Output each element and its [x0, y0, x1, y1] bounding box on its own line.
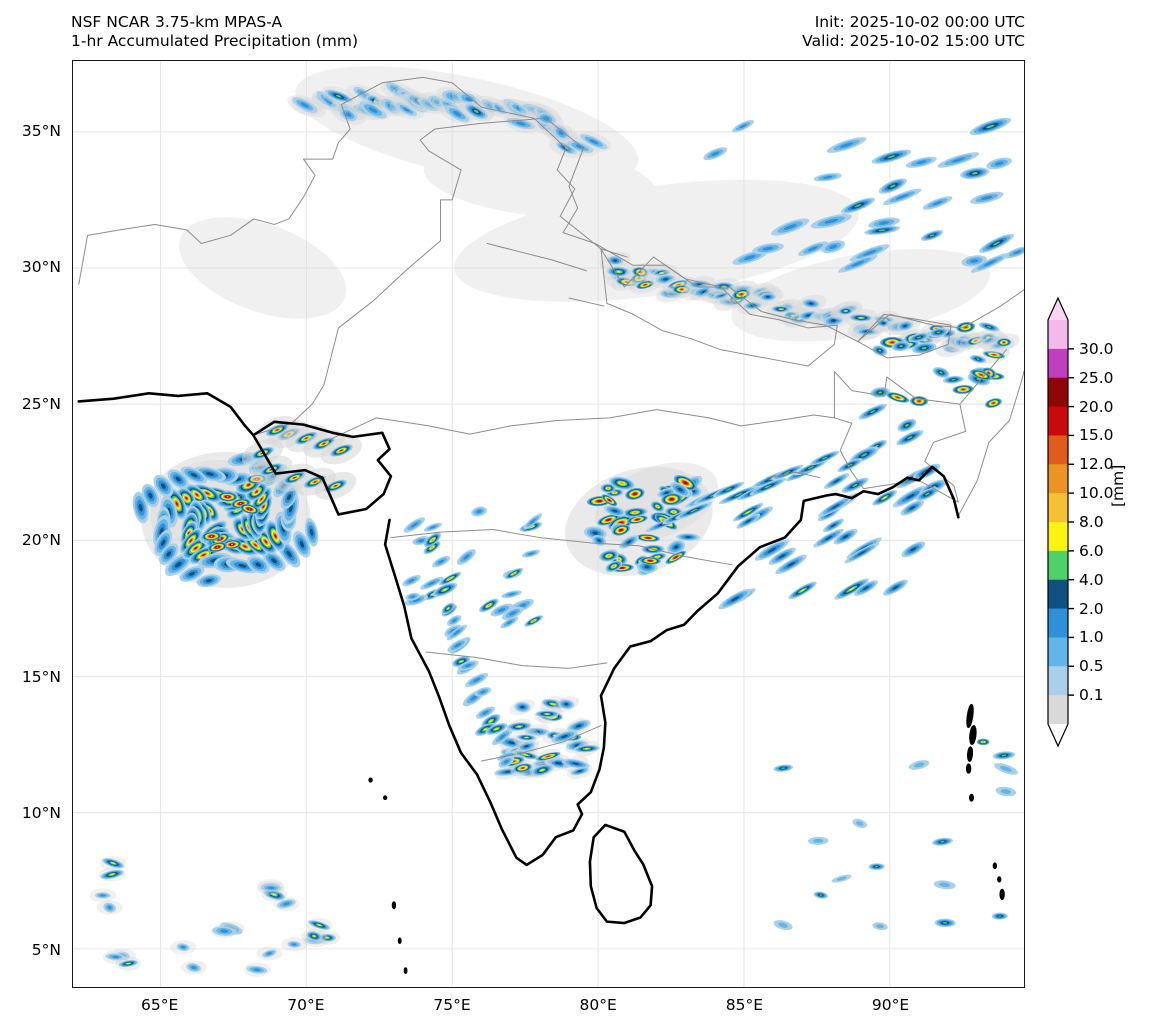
latitude-tick-label: 20°N	[21, 531, 61, 550]
colorbar-tick-label: 1.0	[1079, 628, 1104, 647]
latitude-tick-label: 15°N	[21, 667, 61, 686]
longitude-tick-label: 85°E	[725, 996, 763, 1014]
longitude-tick-label: 80°E	[579, 996, 617, 1014]
longitude-tick-label: 75°E	[433, 996, 471, 1014]
colorbar-tick-label: 8.0	[1079, 513, 1104, 531]
latitude-tick-label: 5°N	[31, 940, 61, 959]
longitude-tick-label: 65°E	[141, 996, 179, 1014]
colorbar: [mm] 30.0 25.0 20.0 15.0 12.0 10.0 8.0 6.0 4.0 2.…	[1043, 292, 1160, 762]
latitude-tick-label: 25°N	[21, 394, 61, 413]
map-canvas	[73, 61, 1024, 987]
latitude-tick-label: 30°N	[21, 258, 61, 277]
colorbar-tick-label: 12.0	[1079, 455, 1114, 474]
colorbar-tick-label: 2.0	[1079, 599, 1104, 618]
longitude-tick-label: 70°E	[287, 996, 325, 1014]
longitude-tick-label: 90°E	[871, 996, 910, 1014]
colorbar-tick-label: 4.0	[1079, 570, 1104, 589]
colorbar-swatches	[1047, 296, 1074, 748]
colorbar-tick-label: 0.5	[1079, 657, 1104, 676]
precipitation-map	[72, 60, 1025, 988]
colorbar-tick-label: 6.0	[1079, 541, 1104, 560]
colorbar-tick-label: 15.0	[1079, 426, 1114, 445]
run-time-info: Init: 2025-10-02 00:00 UTC Valid: 2025-1…	[802, 13, 1025, 50]
latitude-tick-label: 35°N	[21, 121, 61, 140]
colorbar-tick-label: 30.0	[1079, 339, 1114, 358]
colorbar-tick-label: 10.0	[1079, 484, 1114, 503]
model-title: NSF NCAR 3.75-km MPAS-A 1-hr Accumulated…	[71, 13, 358, 50]
latitude-tick-label: 10°N	[21, 804, 61, 823]
colorbar-tick-label: 20.0	[1079, 397, 1114, 416]
colorbar-tick-label: 25.0	[1079, 368, 1114, 387]
colorbar-tick-label: 0.1	[1079, 686, 1104, 705]
